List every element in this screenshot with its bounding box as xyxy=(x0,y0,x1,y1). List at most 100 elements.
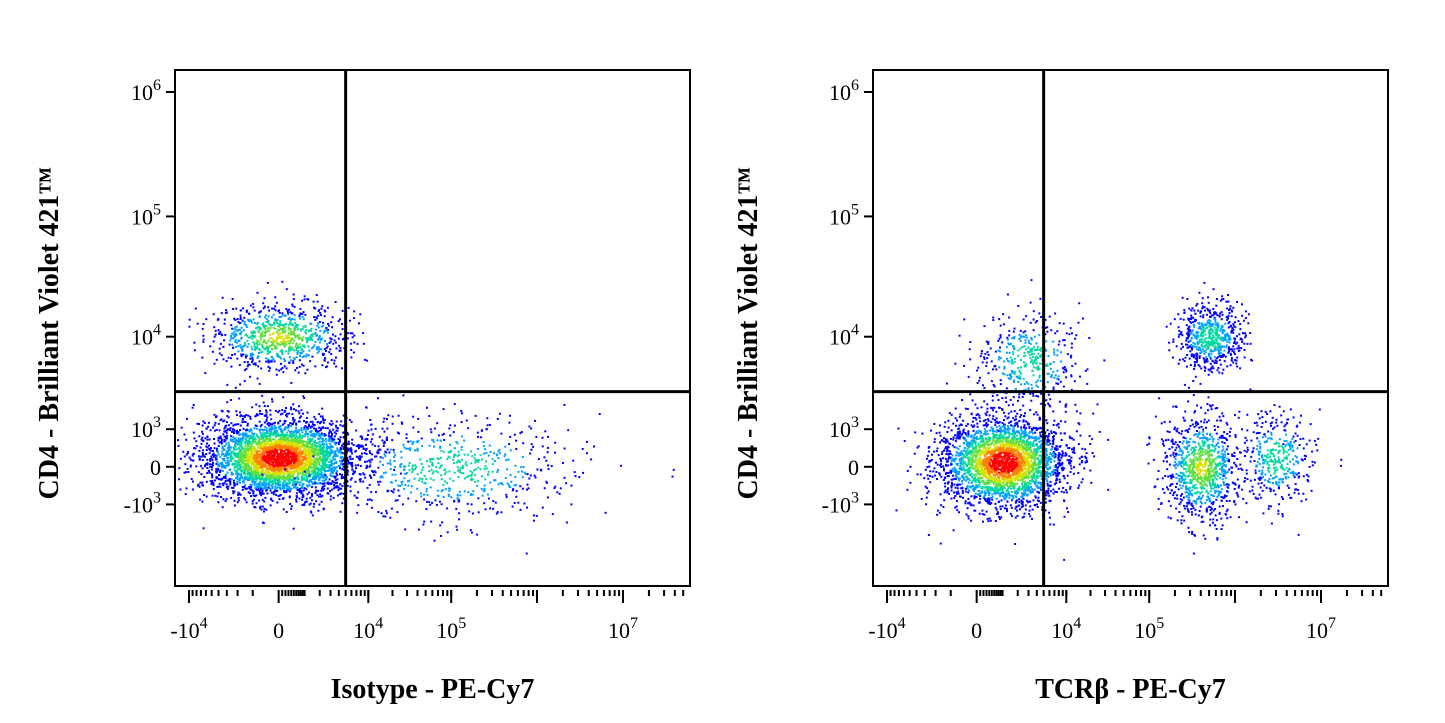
event-point xyxy=(250,330,253,333)
event-point xyxy=(250,436,253,438)
event-point xyxy=(326,365,329,368)
event-point xyxy=(286,336,289,339)
event-point xyxy=(282,396,285,399)
event-point xyxy=(246,468,249,471)
event-point xyxy=(299,355,301,357)
event-point xyxy=(275,493,278,496)
event-point xyxy=(295,477,298,480)
event-point xyxy=(309,420,312,423)
event-point xyxy=(309,452,312,455)
event-point xyxy=(288,459,291,462)
event-point xyxy=(307,457,310,460)
event-point xyxy=(300,465,303,468)
event-point xyxy=(333,362,336,365)
event-point xyxy=(227,410,230,413)
event-point xyxy=(470,531,473,534)
event-point xyxy=(324,440,327,443)
event-point xyxy=(543,487,546,490)
event-point xyxy=(246,454,249,457)
event-point xyxy=(234,335,236,338)
event-point xyxy=(320,325,323,328)
event-point xyxy=(239,493,242,496)
event-point xyxy=(237,329,240,332)
event-point xyxy=(244,341,246,344)
event-point xyxy=(287,437,290,440)
event-point xyxy=(224,480,227,483)
event-point xyxy=(210,455,213,458)
event-point xyxy=(327,481,329,484)
event-point xyxy=(316,473,319,476)
event-point xyxy=(317,346,320,349)
event-point xyxy=(333,469,336,472)
event-point xyxy=(298,491,301,493)
event-point xyxy=(230,459,233,462)
event-point xyxy=(295,323,298,326)
event-point xyxy=(391,415,394,418)
event-point xyxy=(230,471,233,474)
event-point xyxy=(467,427,470,430)
event-point xyxy=(291,413,294,416)
event-point xyxy=(326,451,328,454)
event-point xyxy=(359,473,362,476)
event-point xyxy=(311,443,314,446)
event-point xyxy=(187,471,190,473)
event-point xyxy=(264,469,267,472)
event-point xyxy=(314,446,317,449)
event-point xyxy=(195,445,198,447)
event-point xyxy=(270,467,272,470)
event-point xyxy=(237,423,240,426)
event-point xyxy=(306,339,308,342)
event-point xyxy=(309,322,312,325)
event-point xyxy=(473,453,476,456)
event-point xyxy=(252,473,255,476)
event-point xyxy=(295,486,298,489)
event-point xyxy=(239,456,242,459)
event-point xyxy=(318,341,321,344)
event-point xyxy=(261,475,264,477)
event-point xyxy=(287,473,290,476)
event-point xyxy=(245,460,248,463)
event-point xyxy=(262,302,265,305)
event-point xyxy=(230,357,232,360)
event-point xyxy=(337,451,340,454)
event-point xyxy=(319,468,322,471)
event-point xyxy=(268,457,271,460)
event-point xyxy=(307,450,310,453)
event-point xyxy=(319,348,322,351)
event-point xyxy=(297,477,300,480)
event-point xyxy=(214,333,217,336)
event-point xyxy=(463,477,466,480)
event-point xyxy=(305,460,308,463)
event-point xyxy=(355,429,358,432)
event-point xyxy=(311,481,314,484)
event-point xyxy=(245,465,248,468)
event-point xyxy=(319,312,322,314)
event-point xyxy=(273,455,276,458)
event-point xyxy=(333,450,336,453)
event-point xyxy=(444,488,447,491)
event-point xyxy=(288,346,291,349)
event-point xyxy=(316,467,319,470)
event-point xyxy=(243,432,246,435)
event-point xyxy=(328,437,331,440)
event-point xyxy=(310,473,313,475)
event-point xyxy=(456,466,459,469)
event-point xyxy=(278,356,281,359)
event-point xyxy=(300,448,303,451)
event-point xyxy=(273,441,276,444)
event-point xyxy=(290,448,293,451)
event-point xyxy=(211,494,214,497)
event-point xyxy=(273,426,276,429)
event-point xyxy=(260,471,263,474)
event-point xyxy=(243,451,246,454)
event-point xyxy=(228,463,230,466)
event-point xyxy=(253,474,256,477)
event-point xyxy=(272,464,275,467)
event-point xyxy=(312,333,315,336)
event-point xyxy=(459,494,462,497)
event-point xyxy=(428,465,431,468)
event-point xyxy=(366,460,369,463)
event-point xyxy=(541,436,544,439)
event-point xyxy=(360,452,363,455)
event-point xyxy=(269,367,271,370)
